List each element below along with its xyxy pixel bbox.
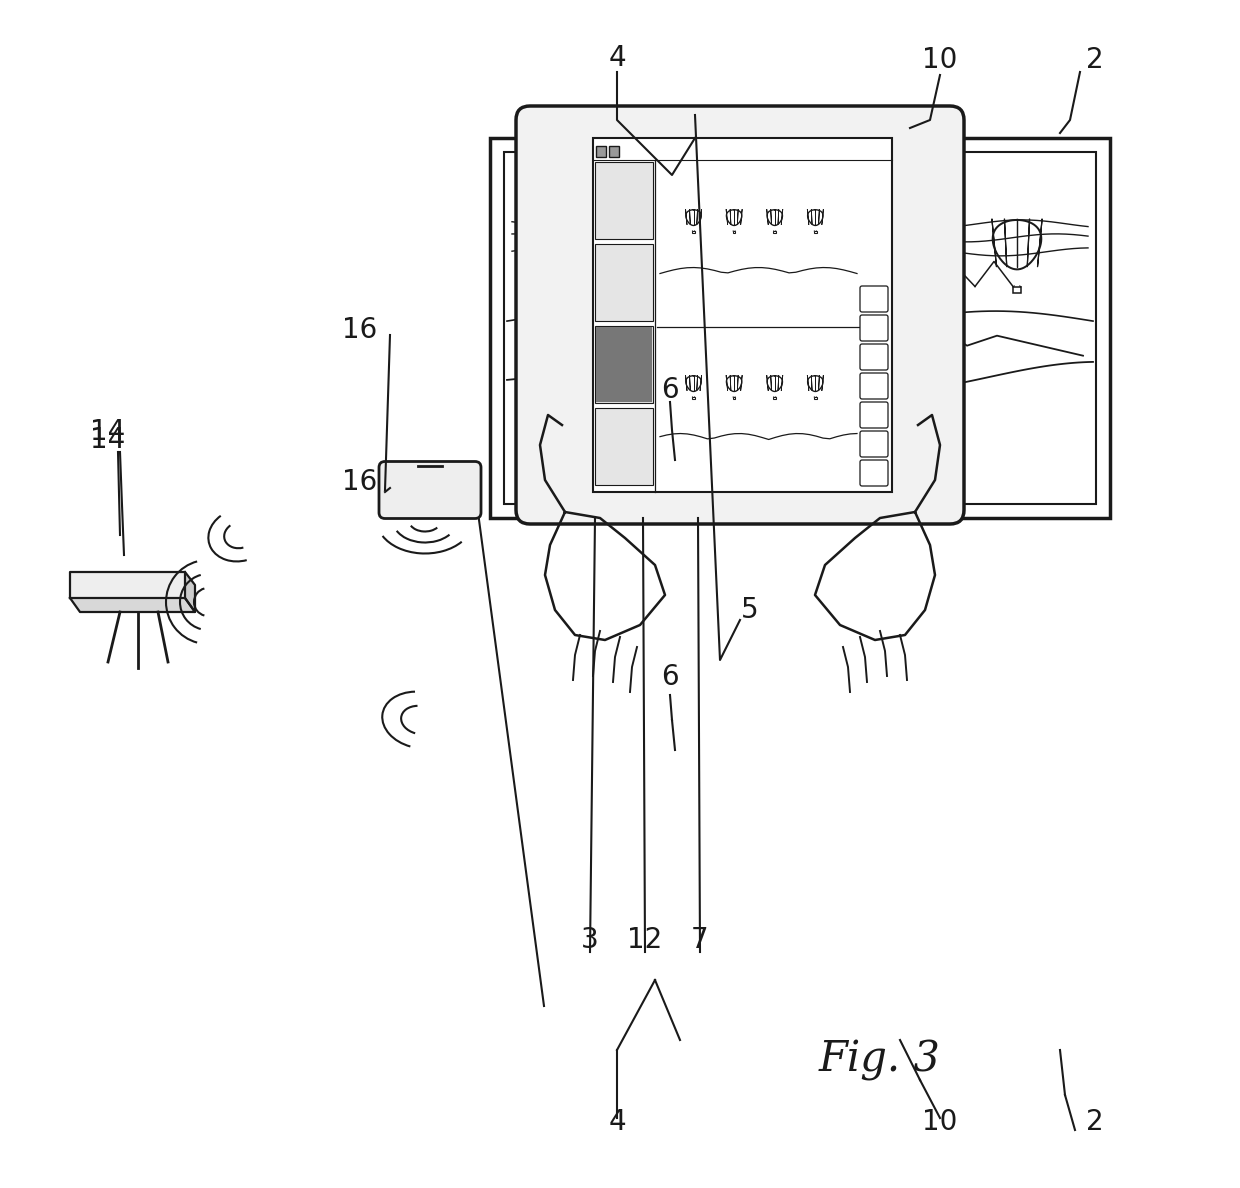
Text: 10: 10 <box>923 46 957 74</box>
Bar <box>692 230 694 233</box>
Text: Fig. 3: Fig. 3 <box>820 1040 941 1081</box>
Bar <box>609 146 619 157</box>
Circle shape <box>547 359 559 372</box>
Text: 5: 5 <box>742 596 759 624</box>
Bar <box>733 397 735 399</box>
Circle shape <box>541 353 553 366</box>
Bar <box>595 162 653 239</box>
Polygon shape <box>546 512 665 640</box>
Text: 6: 6 <box>661 663 678 691</box>
Polygon shape <box>69 598 195 612</box>
Bar <box>774 397 776 399</box>
Text: 10: 10 <box>923 1108 957 1136</box>
FancyBboxPatch shape <box>861 431 888 457</box>
Text: 4: 4 <box>608 44 626 72</box>
Text: 7: 7 <box>691 925 709 954</box>
Circle shape <box>572 368 583 379</box>
Bar <box>815 230 817 233</box>
Circle shape <box>559 364 570 375</box>
Text: 16: 16 <box>342 316 378 345</box>
Bar <box>918 274 926 282</box>
Text: 14: 14 <box>91 418 125 446</box>
Circle shape <box>565 362 577 373</box>
Circle shape <box>559 368 570 379</box>
Text: 12: 12 <box>627 925 662 954</box>
FancyBboxPatch shape <box>516 106 963 524</box>
Circle shape <box>553 358 565 369</box>
Bar <box>573 271 580 277</box>
Text: 14: 14 <box>91 426 125 454</box>
FancyBboxPatch shape <box>379 461 481 518</box>
Circle shape <box>553 369 565 381</box>
FancyBboxPatch shape <box>861 286 888 312</box>
Circle shape <box>528 360 542 374</box>
Circle shape <box>534 359 548 372</box>
Text: 4: 4 <box>608 1108 626 1136</box>
Bar <box>815 397 817 399</box>
Polygon shape <box>185 571 195 612</box>
Bar <box>1013 286 1021 293</box>
Bar <box>595 407 653 485</box>
Bar <box>595 326 653 403</box>
Text: 3: 3 <box>582 925 599 954</box>
Polygon shape <box>815 512 935 640</box>
Text: 16: 16 <box>342 468 378 497</box>
FancyBboxPatch shape <box>861 345 888 369</box>
Circle shape <box>565 374 577 385</box>
Text: 6: 6 <box>661 375 678 404</box>
Bar <box>490 138 1110 518</box>
Bar <box>596 146 606 157</box>
FancyBboxPatch shape <box>861 315 888 341</box>
Bar <box>595 244 653 321</box>
FancyBboxPatch shape <box>861 460 888 486</box>
Bar <box>733 230 735 233</box>
Bar <box>774 230 776 233</box>
Polygon shape <box>69 571 185 598</box>
Text: 2: 2 <box>1086 46 1104 74</box>
FancyBboxPatch shape <box>861 373 888 399</box>
Circle shape <box>541 365 553 378</box>
Bar <box>503 152 1096 504</box>
Bar <box>596 327 652 402</box>
Bar <box>808 290 816 296</box>
Bar <box>692 397 694 399</box>
Circle shape <box>547 364 559 375</box>
Bar <box>678 257 686 263</box>
FancyBboxPatch shape <box>861 402 888 428</box>
Text: 2: 2 <box>1086 1108 1104 1136</box>
Circle shape <box>534 354 548 368</box>
Bar <box>593 138 892 492</box>
Circle shape <box>522 354 536 368</box>
Circle shape <box>528 348 542 362</box>
